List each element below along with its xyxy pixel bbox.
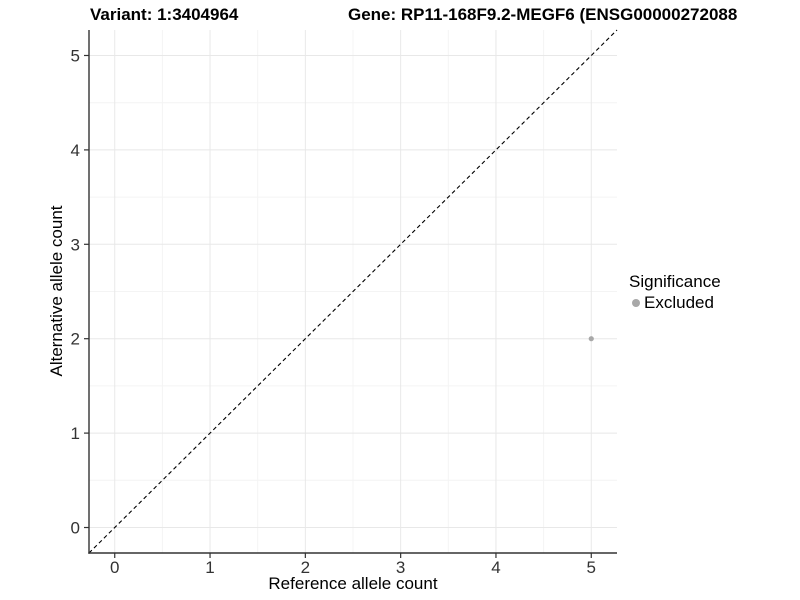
x-axis-ticks: 0 1 2 3 4 5 [110,553,596,577]
x-tick-label: 2 [301,558,310,577]
y-tick-label: 1 [71,424,80,443]
identity-line [88,29,618,554]
y-tick-label: 2 [71,330,80,349]
data-point [588,336,594,342]
y-tick-label: 4 [71,141,80,160]
y-tick-label: 3 [71,235,80,254]
legend-title: Significance [629,272,721,291]
x-tick-label: 5 [587,558,596,577]
x-tick-label: 4 [491,558,500,577]
variant-title: Variant: 1:3404964 [90,5,239,24]
x-tick-label: 1 [205,558,214,577]
data-points [588,336,594,342]
legend-entry: Excluded [629,293,721,312]
y-axis-ticks: 0 1 2 3 4 5 [71,46,89,538]
minor-gridlines [89,30,617,553]
gene-title: Gene: RP11-168F9.2-MEGF6 (ENSG0000027208… [348,5,738,24]
legend: Significance Excluded [629,272,721,312]
x-tick-label: 0 [110,558,119,577]
major-gridlines [89,30,617,553]
legend-key-dot [632,298,640,307]
y-axis-title: Alternative allele count [47,205,66,377]
legend-entry-label: Excluded [644,293,714,312]
x-axis-title: Reference allele count [268,574,438,593]
y-tick-label: 5 [71,46,80,65]
x-tick-label: 3 [396,558,405,577]
y-tick-label: 0 [71,519,80,538]
